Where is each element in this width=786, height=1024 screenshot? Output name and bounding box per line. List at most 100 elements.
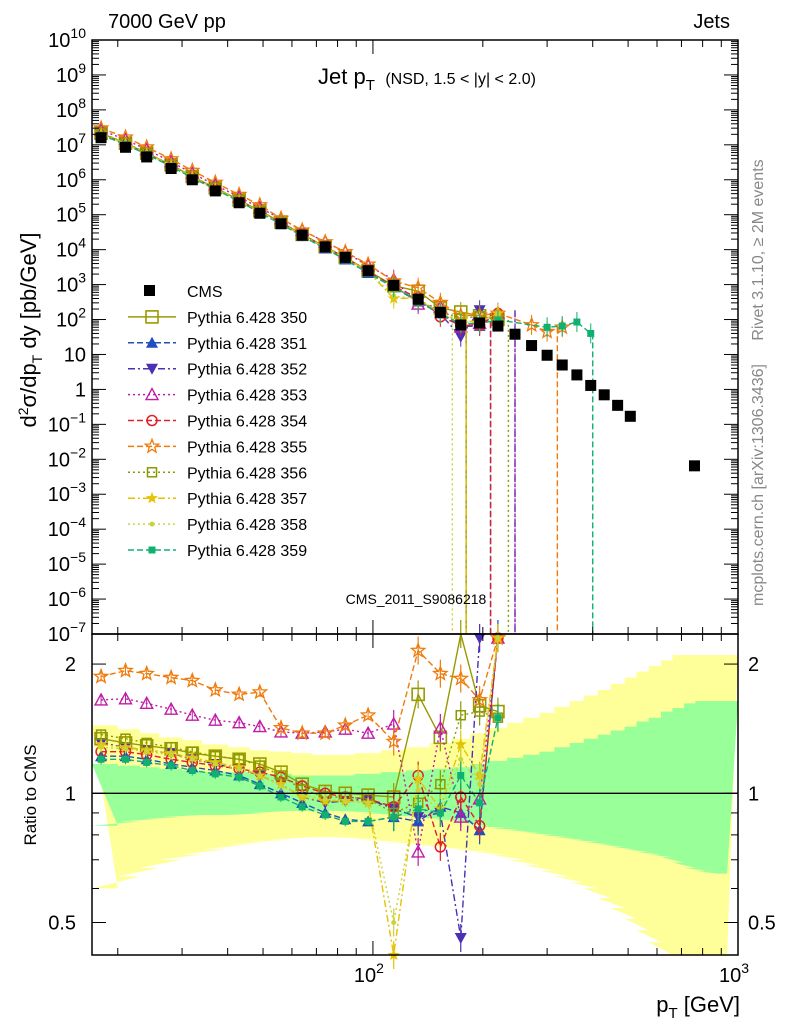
y-tick-exp: 9 [78, 60, 86, 76]
y-tick-exp: −7 [70, 619, 86, 635]
cms-point [598, 389, 610, 401]
y-tick-exp: 6 [78, 165, 86, 181]
plot-title-cut: (NSD, 1.5 < |y| < 2.0) [381, 71, 536, 88]
y-tick-base: 10 [56, 65, 78, 87]
ratio-point [495, 635, 501, 641]
main-series-6 [92, 119, 571, 634]
y-tick-label: 10−4 [48, 514, 86, 541]
y-tick-exp: 2 [78, 305, 86, 321]
ratio-series-6 [92, 624, 507, 756]
ratio-point [143, 758, 151, 766]
y-tick-exp: −2 [70, 444, 86, 460]
y-tick-exp: 5 [78, 200, 86, 216]
legend-label: Pythia 6.428 352 [187, 362, 307, 379]
ratio-point [168, 752, 174, 758]
legend-item-10: Pythia 6.428 359 [128, 543, 307, 560]
ratio-point [341, 817, 349, 825]
ratio-point [183, 671, 201, 688]
legend-label: Pythia 6.428 350 [187, 310, 307, 327]
legend-marker [146, 467, 158, 478]
legend-marker [146, 363, 158, 375]
ratio-point [452, 669, 470, 686]
legend-label: Pythia 6.428 351 [187, 336, 307, 353]
ratio-point [455, 709, 467, 721]
legend-marker-cms [144, 285, 155, 296]
tail-point [573, 318, 581, 326]
x-tick-base: 10 [354, 965, 376, 987]
ratio-point [138, 664, 156, 681]
ratio-tick-label-right: 1 [748, 783, 759, 805]
cms-point [275, 218, 287, 230]
cms-point [319, 241, 331, 253]
ratio-point [411, 687, 425, 702]
y-tick-exp: −4 [70, 514, 86, 530]
cms-point [412, 293, 424, 305]
legend-item-1: Pythia 6.428 350 [128, 310, 307, 327]
y-tick-base: 10 [56, 240, 78, 262]
ratio-point [494, 714, 502, 722]
cms-point [526, 340, 538, 352]
legend-item-4: Pythia 6.428 353 [128, 387, 307, 405]
legend-marker [145, 310, 159, 324]
ratio-point [118, 691, 133, 705]
y-tick-exp: 3 [78, 270, 86, 286]
y-tick-exp: −5 [70, 549, 86, 565]
cms-point [339, 251, 351, 263]
cms-point [612, 399, 624, 411]
header-right: Jets [693, 11, 730, 33]
ratio-point [473, 820, 486, 832]
legend-label: Pythia 6.428 355 [187, 439, 307, 456]
y-tick-base: 10 [48, 414, 70, 436]
mcplots-label: mcplots.cern.ch [arXiv:1306.3436] [750, 364, 767, 606]
ratio-point [293, 724, 311, 741]
y-tick-label: 109 [56, 60, 86, 87]
ratio-point [185, 707, 200, 721]
cms-point [95, 132, 107, 144]
x-tick-exp: 3 [741, 960, 749, 976]
ratio-point [272, 719, 290, 736]
y-tick-label: 10−5 [48, 549, 86, 576]
legend-marker [146, 336, 158, 348]
ratio-point [231, 715, 247, 729]
legend-label: Pythia 6.428 357 [187, 491, 307, 508]
y-tick-base: 10 [56, 310, 78, 332]
cms-point [296, 229, 308, 241]
main-series [92, 119, 700, 634]
cms-point [254, 207, 266, 219]
y-tick-base: 10 [48, 624, 70, 646]
cms-point [624, 410, 636, 422]
ratio-point [455, 791, 467, 803]
ratio-point [97, 755, 105, 763]
cms-point [186, 174, 198, 186]
ratio-point [123, 746, 129, 752]
ratio-point [206, 681, 224, 698]
plot-title-sub: T [366, 77, 375, 94]
y-tick-label: 1 [75, 379, 86, 401]
ratio-point [364, 817, 372, 825]
y-tick-label: 102 [56, 305, 86, 332]
legend-item-9: Pythia 6.428 358 [128, 517, 307, 534]
ratio-axis-label: Ratio to CMS [21, 744, 40, 845]
y-tick-base: 10 [48, 484, 70, 506]
tail-point [587, 329, 595, 337]
ratio-tick-label-right: 0.5 [748, 912, 776, 934]
y-tick-exp: 7 [78, 130, 86, 146]
tail-point [543, 323, 551, 331]
ratio-point [385, 732, 403, 749]
legend-label: Pythia 6.428 358 [187, 517, 307, 534]
y-tick-label: 10−7 [48, 619, 86, 646]
cms-data [95, 132, 700, 472]
ratio-point [409, 641, 427, 658]
ratio-point [163, 701, 179, 715]
legend: CMS Pythia 6.428 350 Pythia 6.428 351 Pythi… [128, 284, 307, 560]
main-point [454, 331, 467, 343]
legend-item-cms: CMS [144, 284, 223, 301]
y-tick-label: 10−3 [48, 479, 86, 506]
ratio-point [122, 755, 130, 763]
legend-label-cms: CMS [187, 284, 223, 301]
ratio-point [93, 692, 109, 706]
ratio-point [359, 706, 377, 723]
y-tick-exp: 4 [78, 235, 86, 251]
x-tick-base: 10 [719, 965, 741, 987]
